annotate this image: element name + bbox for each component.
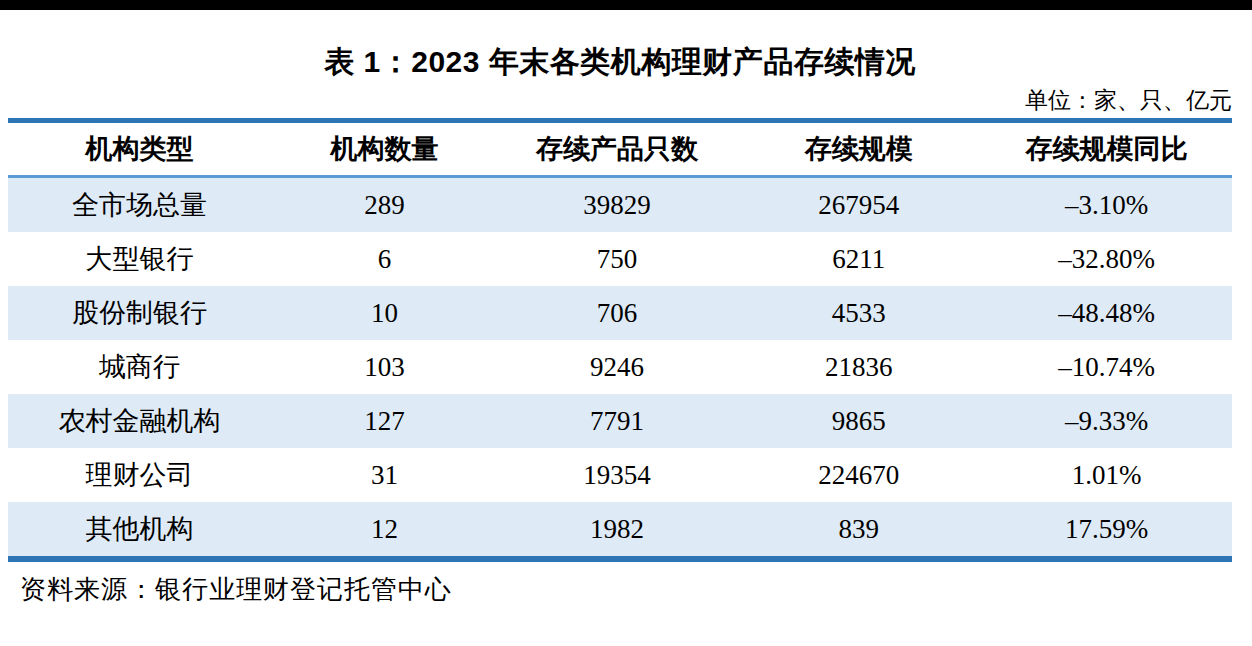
- cell-outstanding-scale: 839: [736, 502, 981, 559]
- source-note: 资料来源：银行业理财登记托管中心: [20, 575, 1232, 605]
- table-row: 城商行 103 9246 21836 –10.74%: [8, 340, 1232, 394]
- cell-scale-yoy: –10.74%: [981, 340, 1232, 394]
- cell-product-count: 19354: [498, 448, 737, 502]
- top-black-bar: [0, 0, 1252, 10]
- cell-outstanding-scale: 224670: [736, 448, 981, 502]
- cell-outstanding-scale: 267954: [736, 177, 981, 233]
- table-row: 大型银行 6 750 6211 –32.80%: [8, 232, 1232, 286]
- cell-institution-type: 农村金融机构: [8, 394, 271, 448]
- column-header-outstanding-scale: 存续规模: [736, 121, 981, 177]
- cell-institution-type: 其他机构: [8, 502, 271, 559]
- institutions-table: 机构类型 机构数量 存续产品只数 存续规模 存续规模同比 全市场总量 289 3…: [8, 118, 1232, 562]
- cell-product-count: 1982: [498, 502, 737, 559]
- header-row: 机构类型 机构数量 存续产品只数 存续规模 存续规模同比: [8, 121, 1232, 177]
- cell-scale-yoy: 17.59%: [981, 502, 1232, 559]
- cell-institution-count: 103: [271, 340, 497, 394]
- cell-institution-type: 股份制银行: [8, 286, 271, 340]
- cell-institution-count: 31: [271, 448, 497, 502]
- cell-product-count: 7791: [498, 394, 737, 448]
- cell-outstanding-scale: 21836: [736, 340, 981, 394]
- column-header-product-count: 存续产品只数: [498, 121, 737, 177]
- cell-institution-count: 12: [271, 502, 497, 559]
- cell-outstanding-scale: 6211: [736, 232, 981, 286]
- cell-scale-yoy: –9.33%: [981, 394, 1232, 448]
- table-row: 全市场总量 289 39829 267954 –3.10%: [8, 177, 1232, 233]
- cell-product-count: 39829: [498, 177, 737, 233]
- cell-scale-yoy: –32.80%: [981, 232, 1232, 286]
- cell-product-count: 9246: [498, 340, 737, 394]
- report-page: 表 1：2023 年末各类机构理财产品存续情况 单位：家、只、亿元 机构类型 机…: [0, 44, 1252, 605]
- cell-institution-type: 全市场总量: [8, 177, 271, 233]
- cell-product-count: 706: [498, 286, 737, 340]
- cell-product-count: 750: [498, 232, 737, 286]
- column-header-scale-yoy: 存续规模同比: [981, 121, 1232, 177]
- cell-institution-count: 127: [271, 394, 497, 448]
- unit-note: 单位：家、只、亿元: [0, 88, 1232, 114]
- table-row: 理财公司 31 19354 224670 1.01%: [8, 448, 1232, 502]
- cell-scale-yoy: –48.48%: [981, 286, 1232, 340]
- cell-institution-type: 城商行: [8, 340, 271, 394]
- table-title: 表 1：2023 年末各类机构理财产品存续情况: [8, 44, 1232, 80]
- cell-outstanding-scale: 9865: [736, 394, 981, 448]
- table-row: 其他机构 12 1982 839 17.59%: [8, 502, 1232, 559]
- cell-scale-yoy: –3.10%: [981, 177, 1232, 233]
- cell-institution-type: 理财公司: [8, 448, 271, 502]
- cell-scale-yoy: 1.01%: [981, 448, 1232, 502]
- cell-institution-type: 大型银行: [8, 232, 271, 286]
- cell-outstanding-scale: 4533: [736, 286, 981, 340]
- cell-institution-count: 6: [271, 232, 497, 286]
- cell-institution-count: 10: [271, 286, 497, 340]
- column-header-institution-type: 机构类型: [8, 121, 271, 177]
- column-header-institution-count: 机构数量: [271, 121, 497, 177]
- table-row: 股份制银行 10 706 4533 –48.48%: [8, 286, 1232, 340]
- cell-institution-count: 289: [271, 177, 497, 233]
- table-row: 农村金融机构 127 7791 9865 –9.33%: [8, 394, 1232, 448]
